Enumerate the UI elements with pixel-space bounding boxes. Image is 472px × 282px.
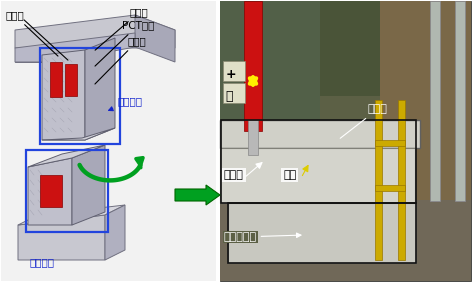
FancyBboxPatch shape <box>244 1 262 131</box>
Text: +: + <box>226 68 236 81</box>
Polygon shape <box>15 15 175 48</box>
FancyBboxPatch shape <box>220 200 471 281</box>
FancyBboxPatch shape <box>220 1 320 181</box>
Polygon shape <box>18 205 125 225</box>
Bar <box>26 150 108 232</box>
FancyBboxPatch shape <box>380 1 471 201</box>
Polygon shape <box>28 158 72 225</box>
Text: 実験領域: 実験領域 <box>109 96 143 111</box>
FancyBboxPatch shape <box>228 203 416 263</box>
Polygon shape <box>18 215 105 260</box>
Text: 接合面: 接合面 <box>5 10 58 56</box>
FancyBboxPatch shape <box>455 1 465 201</box>
Bar <box>40 48 120 144</box>
Text: 橋台壁: 橋台壁 <box>224 170 244 180</box>
FancyBboxPatch shape <box>220 1 471 281</box>
Text: 実験領域: 実験領域 <box>29 257 54 267</box>
Bar <box>221 120 416 203</box>
FancyBboxPatch shape <box>430 1 440 201</box>
Polygon shape <box>105 205 125 260</box>
Polygon shape <box>15 48 55 62</box>
Polygon shape <box>72 145 105 225</box>
FancyBboxPatch shape <box>220 120 420 148</box>
Polygon shape <box>135 15 175 62</box>
Polygon shape <box>42 128 115 140</box>
FancyBboxPatch shape <box>50 62 62 97</box>
FancyArrow shape <box>175 185 220 205</box>
FancyBboxPatch shape <box>375 140 405 146</box>
Text: 接合部: 接合部 <box>95 7 149 50</box>
FancyBboxPatch shape <box>65 64 77 96</box>
Polygon shape <box>28 145 105 167</box>
Polygon shape <box>42 50 85 140</box>
FancyBboxPatch shape <box>223 83 245 103</box>
FancyBboxPatch shape <box>40 175 62 207</box>
Text: フーチング: フーチング <box>224 232 301 242</box>
FancyBboxPatch shape <box>375 185 405 191</box>
FancyBboxPatch shape <box>248 120 258 155</box>
Text: －: － <box>225 90 233 103</box>
Text: 主桁: 主桁 <box>283 170 296 180</box>
Text: PCT形桁: PCT形桁 <box>95 20 154 66</box>
FancyBboxPatch shape <box>220 148 415 203</box>
Bar <box>228 203 416 263</box>
Polygon shape <box>15 33 135 62</box>
FancyBboxPatch shape <box>1 1 216 281</box>
Text: 接合部: 接合部 <box>340 104 388 138</box>
FancyBboxPatch shape <box>375 100 382 260</box>
Text: 橋台壁: 橋台壁 <box>95 36 147 84</box>
Polygon shape <box>85 38 115 140</box>
FancyBboxPatch shape <box>398 100 405 260</box>
FancyBboxPatch shape <box>223 61 245 81</box>
FancyBboxPatch shape <box>220 1 471 96</box>
